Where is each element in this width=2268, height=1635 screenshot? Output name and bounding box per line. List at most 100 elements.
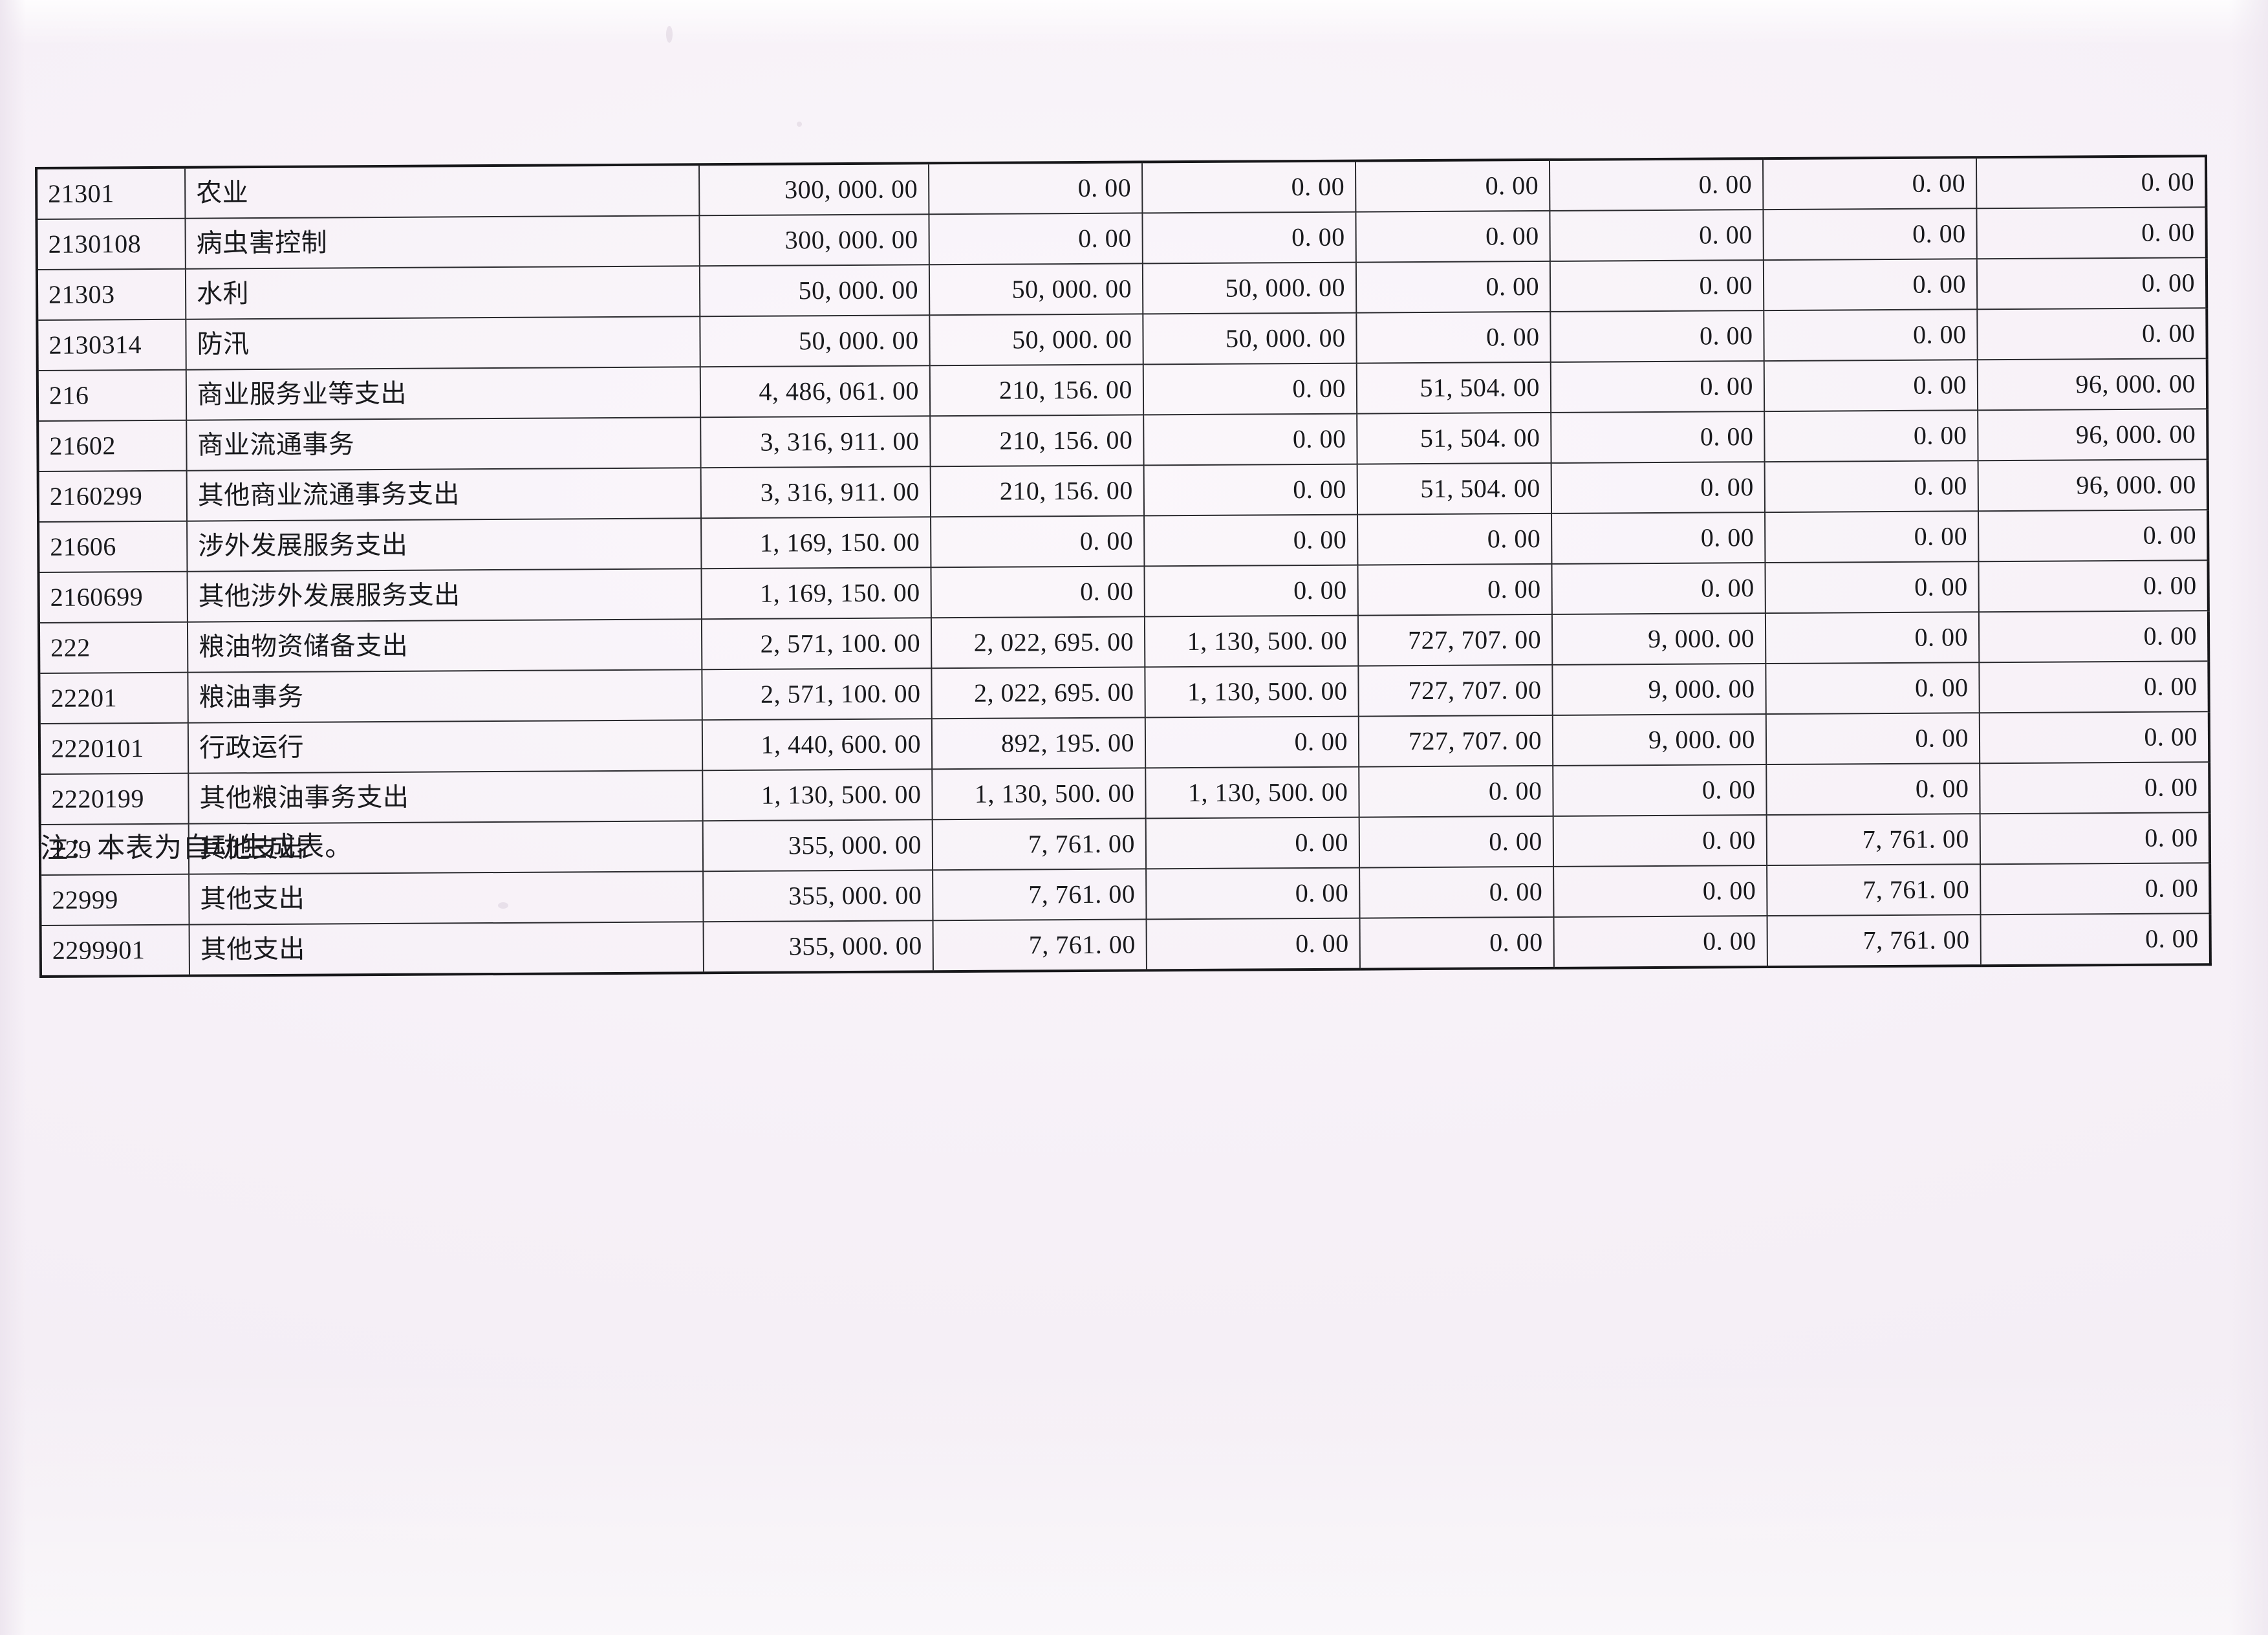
cell-amount-6: 0. 00 xyxy=(1763,208,1977,261)
cell-code: 2160699 xyxy=(38,571,188,623)
cell-amount-3: 0. 00 xyxy=(1143,413,1357,466)
cell-amount-2: 2, 022, 695. 00 xyxy=(931,667,1145,719)
cell-amount-1: 355, 000. 00 xyxy=(702,819,933,872)
cell-amount-3: 0. 00 xyxy=(1145,716,1359,768)
cell-amount-1: 2, 571, 100. 00 xyxy=(702,668,932,720)
cell-amount-6: 0. 00 xyxy=(1764,460,1979,513)
cell-code: 2130314 xyxy=(37,319,186,371)
cell-amount-2: 0. 00 xyxy=(928,162,1143,215)
cell-amount-4: 0. 00 xyxy=(1355,261,1551,313)
cell-amount-1: 3, 316, 911. 00 xyxy=(700,466,931,519)
cell-amount-1: 1, 440, 600. 00 xyxy=(702,719,933,771)
cell-code: 22999 xyxy=(40,874,189,926)
cell-amount-1: 2, 571, 100. 00 xyxy=(701,618,932,670)
cell-amount-1: 355, 000. 00 xyxy=(703,920,933,973)
cell-amount-5: 0. 00 xyxy=(1553,865,1767,917)
cell-item-name: 商业流通事务 xyxy=(186,417,701,471)
cell-amount-6: 0. 00 xyxy=(1765,612,1980,664)
cell-amount-5: 0. 00 xyxy=(1550,310,1764,362)
cell-amount-7: 0. 00 xyxy=(1976,257,2207,310)
cell-item-name: 行政运行 xyxy=(188,720,703,774)
cell-item-name: 农业 xyxy=(185,164,700,219)
cell-code: 222 xyxy=(38,622,188,673)
cell-amount-2: 7, 761. 00 xyxy=(933,869,1147,921)
cell-amount-2: 0. 00 xyxy=(929,213,1143,265)
cell-amount-1: 355, 000. 00 xyxy=(703,870,933,922)
cell-amount-3: 0. 00 xyxy=(1142,211,1356,264)
budget-table: 21301 农业 300, 000. 00 0. 00 0. 00 0. 00 0. 00 0… xyxy=(35,155,2212,978)
cell-amount-7: 0. 00 xyxy=(1980,812,2210,865)
cell-amount-6: 0. 00 xyxy=(1765,511,1979,563)
cell-code: 216 xyxy=(37,369,187,421)
cell-code: 2220199 xyxy=(39,773,189,825)
cell-amount-7: 0. 00 xyxy=(1979,661,2209,713)
cell-amount-2: 50, 000. 00 xyxy=(929,263,1143,316)
cell-amount-7: 96, 000. 00 xyxy=(1977,358,2208,411)
cell-amount-3: 0. 00 xyxy=(1141,160,1356,213)
cell-amount-2: 0. 00 xyxy=(931,566,1145,618)
budget-table-container: 21301 农业 300, 000. 00 0. 00 0. 00 0. 00 0. 00 0… xyxy=(35,155,2212,978)
cell-amount-6: 0. 00 xyxy=(1765,561,1979,614)
cell-amount-7: 0. 00 xyxy=(1978,560,2209,612)
cell-amount-2: 2, 022, 695. 00 xyxy=(931,616,1145,669)
cell-amount-2: 210, 156. 00 xyxy=(930,415,1144,467)
cell-amount-6: 0. 00 xyxy=(1762,157,1977,210)
cell-item-name: 其他支出 xyxy=(189,871,704,925)
cell-amount-3: 0. 00 xyxy=(1146,867,1360,920)
cell-item-name: 其他粮油事务支出 xyxy=(188,770,703,824)
cell-amount-6: 0. 00 xyxy=(1766,763,1980,816)
table-note: 注：本表为自动生成表。 xyxy=(40,832,354,864)
cell-amount-3: 50, 000. 00 xyxy=(1142,262,1357,314)
cell-amount-7: 0. 00 xyxy=(1977,308,2207,360)
cell-item-name: 水利 xyxy=(185,266,700,319)
cell-amount-4: 0. 00 xyxy=(1359,916,1554,969)
cell-amount-6: 0. 00 xyxy=(1764,309,1978,362)
cell-amount-7: 0. 00 xyxy=(1976,156,2207,209)
cell-amount-4: 0. 00 xyxy=(1359,765,1553,817)
cell-amount-5: 0. 00 xyxy=(1551,563,1766,614)
cell-amount-5: 9, 000. 00 xyxy=(1552,714,1767,766)
cell-amount-4: 0. 00 xyxy=(1355,159,1550,212)
cell-amount-5: 0. 00 xyxy=(1551,512,1766,564)
cell-amount-5: 9, 000. 00 xyxy=(1551,613,1766,665)
cell-amount-1: 50, 000. 00 xyxy=(700,315,930,367)
cell-amount-3: 0. 00 xyxy=(1143,363,1357,415)
cell-amount-1: 50, 000. 00 xyxy=(699,265,930,317)
cell-amount-5: 0. 00 xyxy=(1553,764,1767,816)
cell-code: 21606 xyxy=(38,521,188,572)
cell-code: 2130108 xyxy=(36,218,186,270)
cell-amount-1: 300, 000. 00 xyxy=(699,214,929,266)
cell-amount-7: 96, 000. 00 xyxy=(1978,409,2208,461)
cell-code: 22201 xyxy=(39,672,188,724)
cell-amount-2: 1, 130, 500. 00 xyxy=(932,768,1146,820)
cell-amount-5: 0. 00 xyxy=(1550,210,1764,261)
cell-amount-5: 0. 00 xyxy=(1551,411,1765,463)
cell-amount-2: 7, 761. 00 xyxy=(932,818,1147,871)
cell-amount-6: 0. 00 xyxy=(1766,662,1980,715)
cell-amount-4: 51, 504. 00 xyxy=(1357,412,1551,464)
cell-amount-5: 0. 00 xyxy=(1550,260,1764,312)
cell-amount-3: 0. 00 xyxy=(1143,464,1358,516)
cell-amount-5: 0. 00 xyxy=(1550,361,1765,413)
cell-amount-4: 0. 00 xyxy=(1359,816,1554,868)
cell-amount-5: 9, 000. 00 xyxy=(1552,664,1766,715)
cell-amount-4: 51, 504. 00 xyxy=(1357,462,1552,515)
cell-amount-5: 0. 00 xyxy=(1553,916,1767,968)
cell-amount-3: 1, 130, 500. 00 xyxy=(1145,766,1359,819)
cell-amount-6: 7, 761. 00 xyxy=(1767,915,1981,968)
cell-amount-4: 727, 707. 00 xyxy=(1358,664,1553,717)
cell-item-name: 粮油物资储备支出 xyxy=(187,619,702,673)
cell-item-name: 病虫害控制 xyxy=(185,215,700,269)
cell-amount-2: 50, 000. 00 xyxy=(929,314,1143,366)
cell-amount-6: 0. 00 xyxy=(1763,259,1978,311)
cell-amount-4: 0. 00 xyxy=(1356,311,1551,363)
cell-amount-1: 1, 169, 150. 00 xyxy=(701,517,931,569)
cell-item-name: 商业服务业等支出 xyxy=(186,367,701,420)
cell-amount-7: 0. 00 xyxy=(1980,913,2210,966)
cell-amount-3: 0. 00 xyxy=(1145,817,1360,869)
cell-amount-1: 1, 130, 500. 00 xyxy=(702,769,933,821)
cell-item-name: 其他商业流通事务支出 xyxy=(186,468,702,521)
cell-amount-4: 0. 00 xyxy=(1359,866,1554,918)
cell-item-name: 其他涉外发展服务支出 xyxy=(187,568,702,622)
